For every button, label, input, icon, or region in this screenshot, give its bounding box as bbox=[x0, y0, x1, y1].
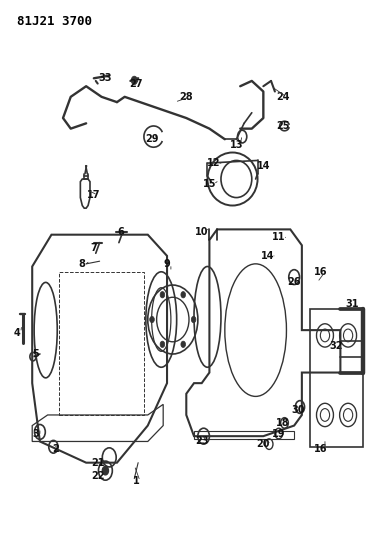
Circle shape bbox=[102, 466, 109, 475]
Text: 14: 14 bbox=[260, 251, 274, 261]
Circle shape bbox=[160, 292, 165, 298]
Text: 23: 23 bbox=[195, 437, 208, 447]
Text: 17: 17 bbox=[87, 190, 100, 200]
Text: 16: 16 bbox=[314, 445, 328, 455]
Text: 6: 6 bbox=[118, 227, 124, 237]
Text: 16: 16 bbox=[314, 267, 328, 277]
Text: 10: 10 bbox=[195, 227, 208, 237]
Text: 13: 13 bbox=[230, 140, 243, 150]
Text: 30: 30 bbox=[291, 405, 305, 415]
Circle shape bbox=[181, 292, 185, 298]
Circle shape bbox=[191, 317, 196, 322]
Circle shape bbox=[181, 341, 185, 348]
Text: 12: 12 bbox=[206, 158, 220, 168]
Text: 8: 8 bbox=[79, 259, 86, 269]
Text: 7: 7 bbox=[90, 243, 97, 253]
Text: 31: 31 bbox=[345, 298, 359, 309]
Circle shape bbox=[131, 76, 137, 85]
Text: 24: 24 bbox=[276, 92, 289, 102]
Text: 3: 3 bbox=[33, 429, 40, 439]
Text: 28: 28 bbox=[180, 92, 193, 102]
Text: 5: 5 bbox=[33, 349, 40, 359]
Text: 19: 19 bbox=[272, 429, 286, 439]
Text: 15: 15 bbox=[203, 179, 216, 189]
Text: 4: 4 bbox=[14, 328, 20, 338]
Text: 9: 9 bbox=[164, 259, 170, 269]
Text: 20: 20 bbox=[256, 439, 270, 449]
Text: 22: 22 bbox=[91, 471, 104, 481]
Text: 1: 1 bbox=[133, 477, 140, 486]
Text: 26: 26 bbox=[288, 277, 301, 287]
Text: 21: 21 bbox=[91, 458, 104, 467]
Text: 81J21 3700: 81J21 3700 bbox=[17, 14, 92, 28]
Text: 29: 29 bbox=[145, 134, 158, 144]
Text: 2: 2 bbox=[52, 445, 59, 455]
Text: 33: 33 bbox=[99, 73, 112, 83]
Circle shape bbox=[150, 317, 154, 322]
Text: 32: 32 bbox=[330, 341, 343, 351]
Text: 11: 11 bbox=[272, 232, 286, 243]
Text: 14: 14 bbox=[256, 161, 270, 171]
Text: 18: 18 bbox=[276, 418, 289, 428]
Text: 25: 25 bbox=[276, 121, 289, 131]
Text: 27: 27 bbox=[130, 78, 143, 88]
Circle shape bbox=[160, 341, 165, 348]
